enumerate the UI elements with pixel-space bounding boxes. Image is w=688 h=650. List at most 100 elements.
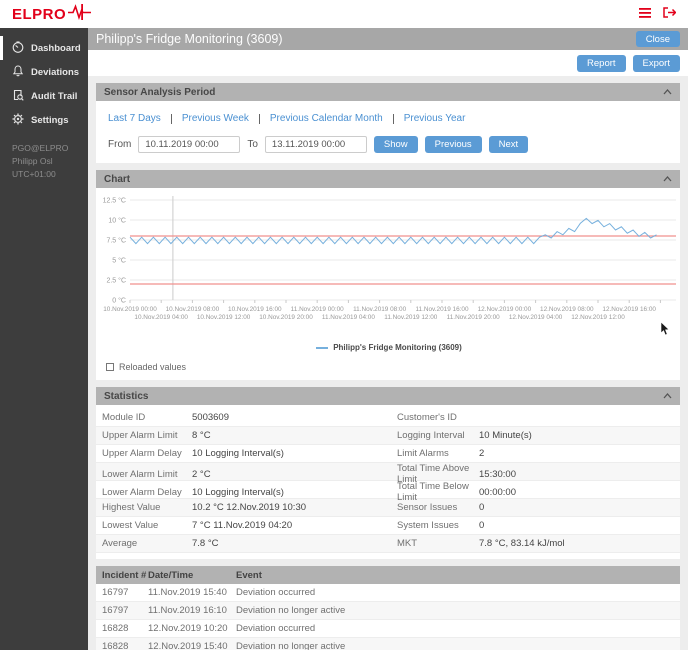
sidebar-item-label: Audit Trail (31, 90, 78, 102)
separator (170, 113, 172, 124)
table-row[interactable]: 16828 12.Nov.2019 10:20 Deviation occurred (96, 620, 680, 638)
stat-label: Customer's ID (397, 412, 457, 423)
page-title-bar: Philipp's Fridge Monitoring (3609) Close (88, 28, 688, 50)
svg-text:10.Nov.2019 08:00: 10.Nov.2019 08:00 (166, 306, 220, 313)
quick-range-links: Last 7 Days Previous Week Previous Calen… (106, 109, 670, 136)
previous-button[interactable]: Previous (424, 136, 482, 153)
stat-value: 5003609 (192, 412, 229, 423)
stat-value: 8 °C (192, 430, 211, 441)
from-label: From (108, 139, 132, 150)
stat-label: Total Time Below Limit (397, 481, 469, 503)
collapse-chevron-icon[interactable] (663, 176, 672, 182)
from-date-input[interactable] (138, 136, 241, 153)
table-row: Lowest Value 7 °C 11.Nov.2019 04:20 System… (96, 517, 680, 535)
gear-icon (12, 113, 24, 128)
incident-datetime: 12.Nov.2019 15:40 (148, 641, 228, 650)
table-row[interactable]: 16797 11.Nov.2019 15:40 Deviation occurred (96, 584, 680, 602)
stat-label: Lower Alarm Delay (102, 486, 182, 498)
collapse-chevron-icon[interactable] (663, 393, 672, 399)
collapse-chevron-icon[interactable] (663, 89, 672, 95)
to-date-input[interactable] (264, 136, 367, 153)
svg-text:12.Nov.2019 16:00: 12.Nov.2019 16:00 (602, 306, 656, 313)
stat-label: Total Time Above Limit (397, 463, 470, 485)
to-label: To (247, 139, 258, 150)
next-button[interactable]: Next (488, 136, 529, 153)
user-timezone: UTC+01:00 (12, 169, 56, 180)
svg-text:10.Nov.2019 00:00: 10.Nov.2019 00:00 (103, 306, 157, 313)
main-content: Philipp's Fridge Monitoring (3609) Close… (88, 28, 688, 650)
separator (258, 113, 260, 124)
checkbox-icon (106, 363, 114, 371)
svg-text:12.Nov.2019 12:00: 12.Nov.2019 12:00 (571, 314, 625, 321)
reloaded-values-label: Reloaded values (119, 362, 187, 372)
sidebar-item-label: Dashboard (31, 42, 81, 54)
svg-text:7.5 °C: 7.5 °C (106, 237, 126, 245)
column-header: Event (236, 569, 262, 581)
chart-legend[interactable]: Philipp's Fridge Monitoring (3609) (100, 343, 678, 352)
incident-datetime: 12.Nov.2019 10:20 (148, 623, 228, 634)
link-previous-week[interactable]: Previous Week (181, 113, 249, 124)
stat-label: MKT (397, 538, 418, 549)
stat-value: 00:00:00 (479, 486, 516, 498)
svg-text:10.Nov.2019 12:00: 10.Nov.2019 12:00 (197, 314, 251, 321)
sidebar-item-settings[interactable]: Settings (0, 108, 88, 132)
svg-text:2.5 °C: 2.5 °C (106, 277, 126, 285)
svg-text:11.Nov.2019 12:00: 11.Nov.2019 12:00 (384, 314, 438, 321)
incident-event: Deviation occurred (236, 623, 316, 634)
sidebar-item-dashboard[interactable]: Dashboard (0, 36, 88, 60)
statistics-table: Module ID 5003609 Customer's ID Upper Alar… (96, 405, 680, 559)
svg-text:11.Nov.2019 04:00: 11.Nov.2019 04:00 (322, 314, 376, 321)
svg-text:12.Nov.2019 00:00: 12.Nov.2019 00:00 (478, 306, 532, 313)
link-previous-year[interactable]: Previous Year (403, 113, 466, 124)
incident-id: 16797 (102, 605, 129, 616)
reloaded-values-toggle[interactable]: Reloaded values (100, 352, 678, 374)
stat-value: 2 °C (192, 468, 211, 480)
logout-icon[interactable] (663, 5, 677, 23)
user-info: PGO@ELPRO Philipp Osl UTC+01:00 (12, 142, 88, 182)
stat-label: Module ID (102, 412, 146, 423)
section-title: Statistics (104, 390, 149, 402)
statistics-panel: Statistics Module ID 5003609 Customer's ID… (96, 387, 680, 559)
table-row: Highest Value 10.2 °C 12.Nov.2019 10:30 Se… (96, 499, 680, 517)
incident-id: 16797 (102, 587, 129, 598)
incidents-panel: Incident # Date/Time Event 16797 11.Nov.2… (96, 566, 680, 650)
elpro-pulse-icon (68, 3, 94, 26)
table-row[interactable]: 16797 11.Nov.2019 16:10 Deviation no longe… (96, 602, 680, 620)
link-previous-calendar-month[interactable]: Previous Calendar Month (269, 113, 383, 124)
incidents-table: 16797 11.Nov.2019 15:40 Deviation occurred… (96, 584, 680, 650)
user-name: Philipp Osl (12, 156, 53, 167)
stat-value: 10 Logging Interval(s) (192, 448, 284, 459)
table-row: Upper Alarm Delay 10 Logging Interval(s) L… (96, 445, 680, 463)
svg-text:12.5 °C: 12.5 °C (103, 197, 126, 205)
incident-datetime: 11.Nov.2019 15:40 (148, 587, 227, 598)
svg-text:10 °C: 10 °C (108, 217, 126, 225)
elpro-logo-text: ELPRO (12, 5, 67, 23)
sidebar-item-deviations[interactable]: Deviations (0, 60, 88, 84)
close-button[interactable]: Close (635, 31, 680, 47)
sidebar-item-label: Deviations (31, 66, 80, 78)
sidebar: Dashboard Deviations Audit Trail (0, 28, 88, 650)
svg-text:0 °C: 0 °C (112, 297, 126, 305)
stat-label: Lower Alarm Limit (102, 468, 178, 480)
export-button[interactable]: Export (632, 54, 680, 72)
table-row: Upper Alarm Limit 8 °C Logging Interval 10 … (96, 427, 680, 445)
svg-text:12.Nov.2019 04:00: 12.Nov.2019 04:00 (509, 314, 563, 321)
show-button[interactable]: Show (373, 136, 418, 153)
incidents-header-row: Incident # Date/Time Event (96, 566, 680, 584)
report-button[interactable]: Report (577, 54, 626, 72)
sidebar-item-audit-trail[interactable]: Audit Trail (0, 84, 88, 108)
stat-label: Upper Alarm Delay (102, 448, 182, 459)
page-title: Philipp's Fridge Monitoring (3609) (96, 32, 283, 46)
menu-icon[interactable] (639, 5, 651, 23)
svg-text:11.Nov.2019 16:00: 11.Nov.2019 16:00 (415, 306, 469, 313)
stat-value: 2 (479, 448, 485, 459)
table-row[interactable]: 16828 12.Nov.2019 15:40 Deviation no longe… (96, 638, 680, 650)
stat-label: Lowest Value (102, 520, 159, 531)
stat-value: 7 °C 11.Nov.2019 04:20 (192, 520, 293, 531)
svg-text:10.Nov.2019 20:00: 10.Nov.2019 20:00 (259, 314, 313, 321)
link-last-7-days[interactable]: Last 7 Days (108, 113, 161, 124)
audit-trail-icon (12, 89, 24, 104)
stat-label: Average (102, 538, 138, 549)
temperature-chart[interactable]: 12.5 °C10 °C7.5 °C5 °C2.5 °C0 °C10.Nov.2… (100, 192, 680, 336)
svg-text:11.Nov.2019 20:00: 11.Nov.2019 20:00 (447, 314, 501, 321)
